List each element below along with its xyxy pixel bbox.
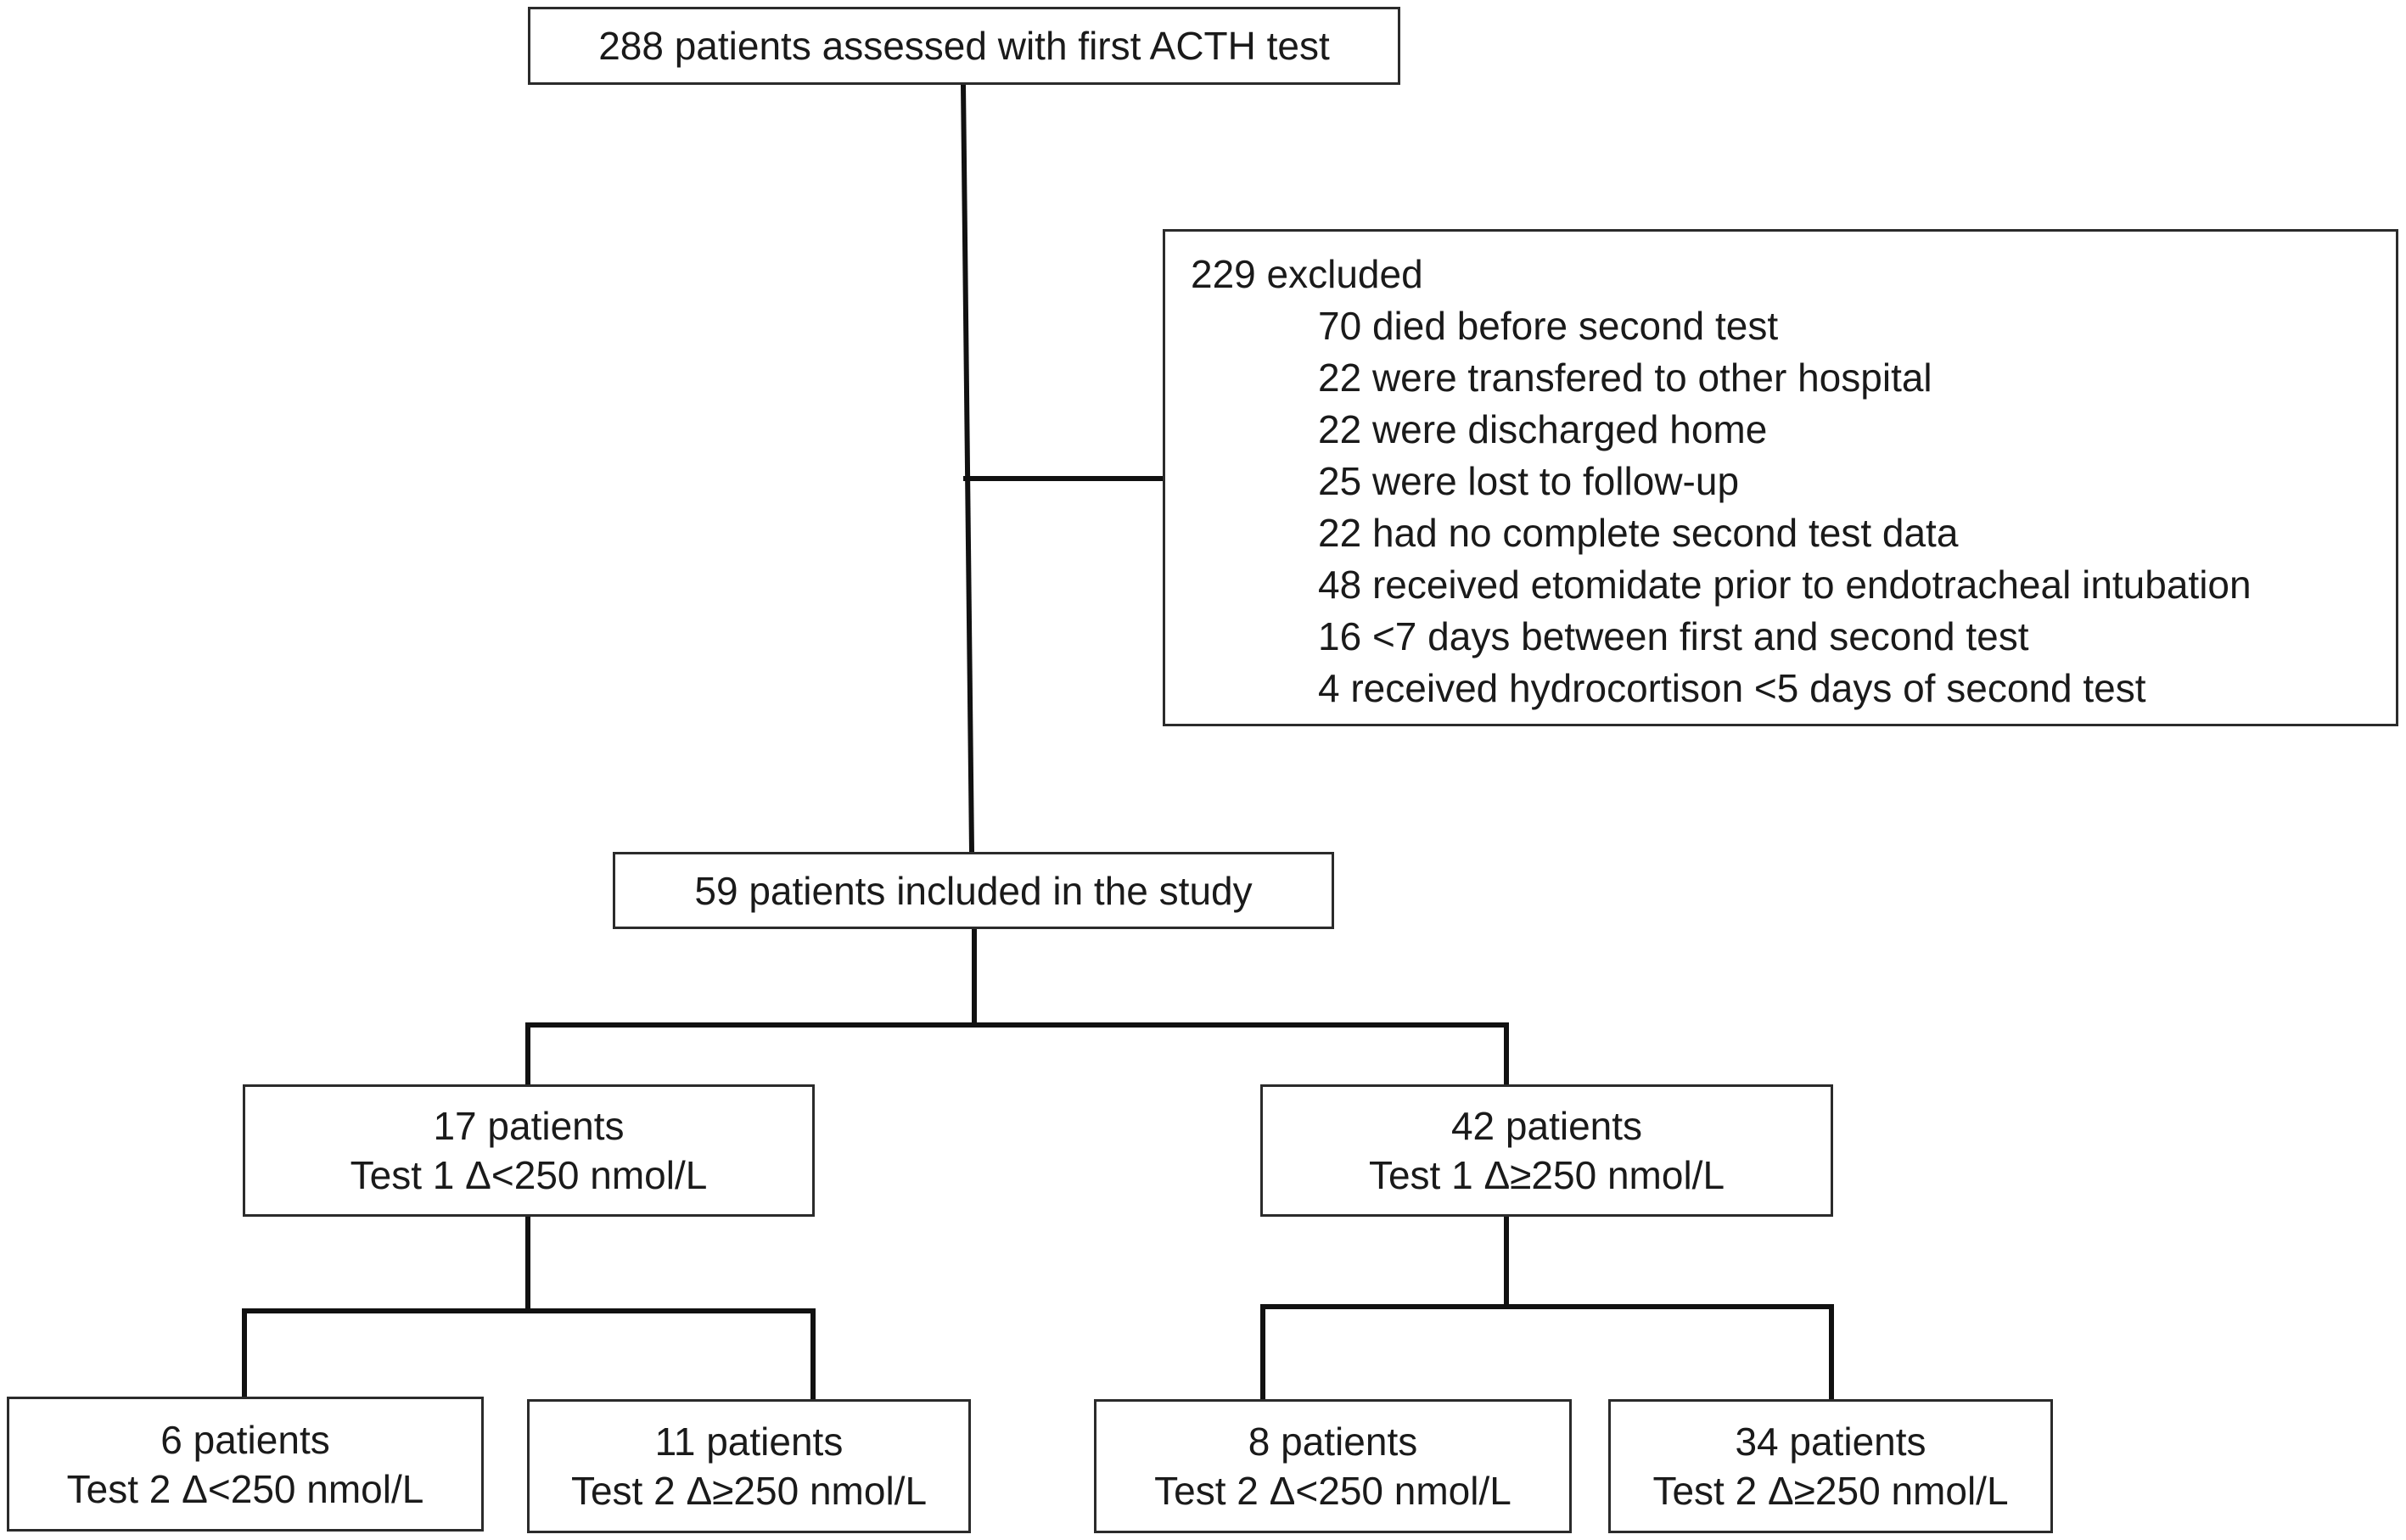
- excluded-reason: 22 were transfered to other hospital: [1318, 356, 1932, 400]
- excluded-reason: 70 died before second test: [1318, 304, 1779, 348]
- high-high-count: 34 patients: [1735, 1420, 1926, 1464]
- excluded-box: 229 excluded 70 died before second test …: [1163, 229, 2398, 726]
- high-high-criterion: Test 2 Δ≥250 nmol/L: [1652, 1469, 2009, 1513]
- group-high-box: 42 patients Test 1 Δ≥250 nmol/L: [1260, 1084, 1833, 1217]
- excluded-reason: 22 had no complete second test data: [1318, 511, 1959, 555]
- excluded-reasons-list: 70 died before second test 22 were trans…: [1191, 300, 2396, 714]
- assessed-box: 288 patients assessed with first ACTH te…: [528, 7, 1400, 85]
- low-high-count: 11 patients: [654, 1420, 844, 1464]
- low-low-count: 6 patients: [160, 1417, 330, 1462]
- group-low-criterion: Test 1 Δ<250 nmol/L: [350, 1153, 708, 1197]
- group-high-count: 42 patients: [1450, 1104, 1643, 1148]
- excluded-reason: 48 received etomidate prior to endotrach…: [1318, 563, 2252, 607]
- excluded-reason: 22 were discharged home: [1318, 407, 1768, 451]
- low-high-criterion: Test 2 Δ≥250 nmol/L: [570, 1469, 928, 1513]
- excluded-reason: 4 received hydrocortison <5 days of seco…: [1318, 666, 2146, 710]
- included-box: 59 patients included in the study: [613, 852, 1334, 929]
- low-low-box: 6 patients Test 2 Δ<250 nmol/L: [7, 1397, 484, 1532]
- excluded-reason: 25 were lost to follow-up: [1318, 459, 1740, 503]
- high-high-box: 34 patients Test 2 Δ≥250 nmol/L: [1608, 1399, 2053, 1533]
- included-label: 59 patients included in the study: [694, 868, 1253, 913]
- high-low-criterion: Test 2 Δ<250 nmol/L: [1154, 1469, 1511, 1513]
- low-low-criterion: Test 2 Δ<250 nmol/L: [66, 1466, 424, 1511]
- group-high-criterion: Test 1 Δ≥250 nmol/L: [1368, 1153, 1725, 1197]
- high-low-count: 8 patients: [1248, 1420, 1418, 1464]
- connector-trunk: [960, 81, 975, 855]
- high-low-box: 8 patients Test 2 Δ<250 nmol/L: [1094, 1399, 1572, 1533]
- assessed-label: 288 patients assessed with first ACTH te…: [598, 24, 1330, 68]
- group-low-box: 17 patients Test 1 Δ<250 nmol/L: [243, 1084, 815, 1217]
- excluded-reason: 16 <7 days between first and second test: [1318, 614, 2029, 658]
- low-high-box: 11 patients Test 2 Δ≥250 nmol/L: [527, 1399, 971, 1533]
- group-low-count: 17 patients: [433, 1104, 625, 1148]
- excluded-title: 229 excluded: [1191, 252, 1423, 296]
